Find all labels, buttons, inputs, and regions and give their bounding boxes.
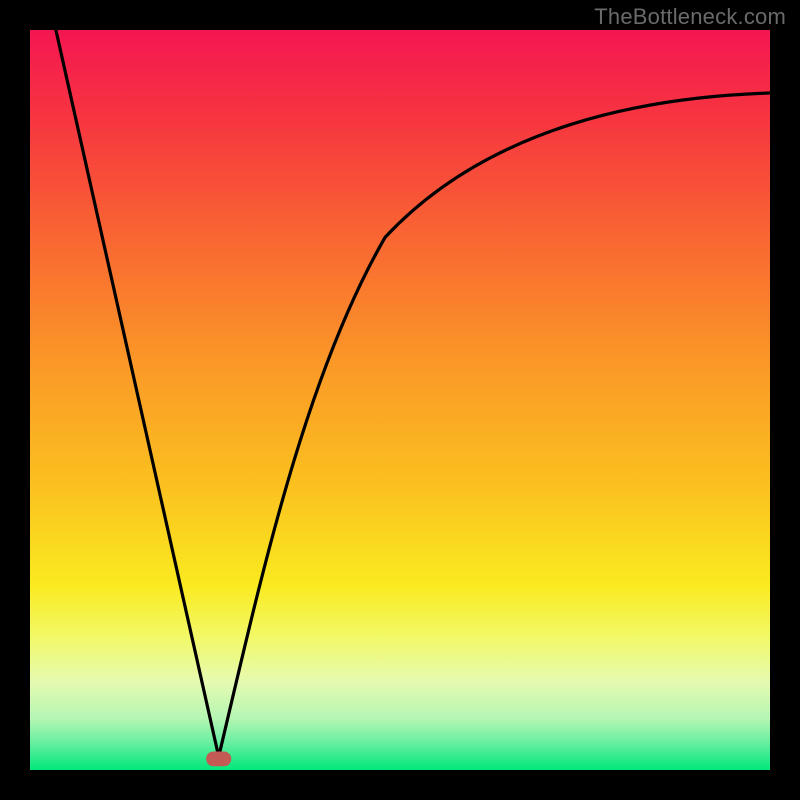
bottleneck-chart	[0, 0, 800, 800]
chart-container: TheBottleneck.com	[0, 0, 800, 800]
plot-background	[30, 30, 770, 770]
optimum-marker	[206, 752, 231, 767]
